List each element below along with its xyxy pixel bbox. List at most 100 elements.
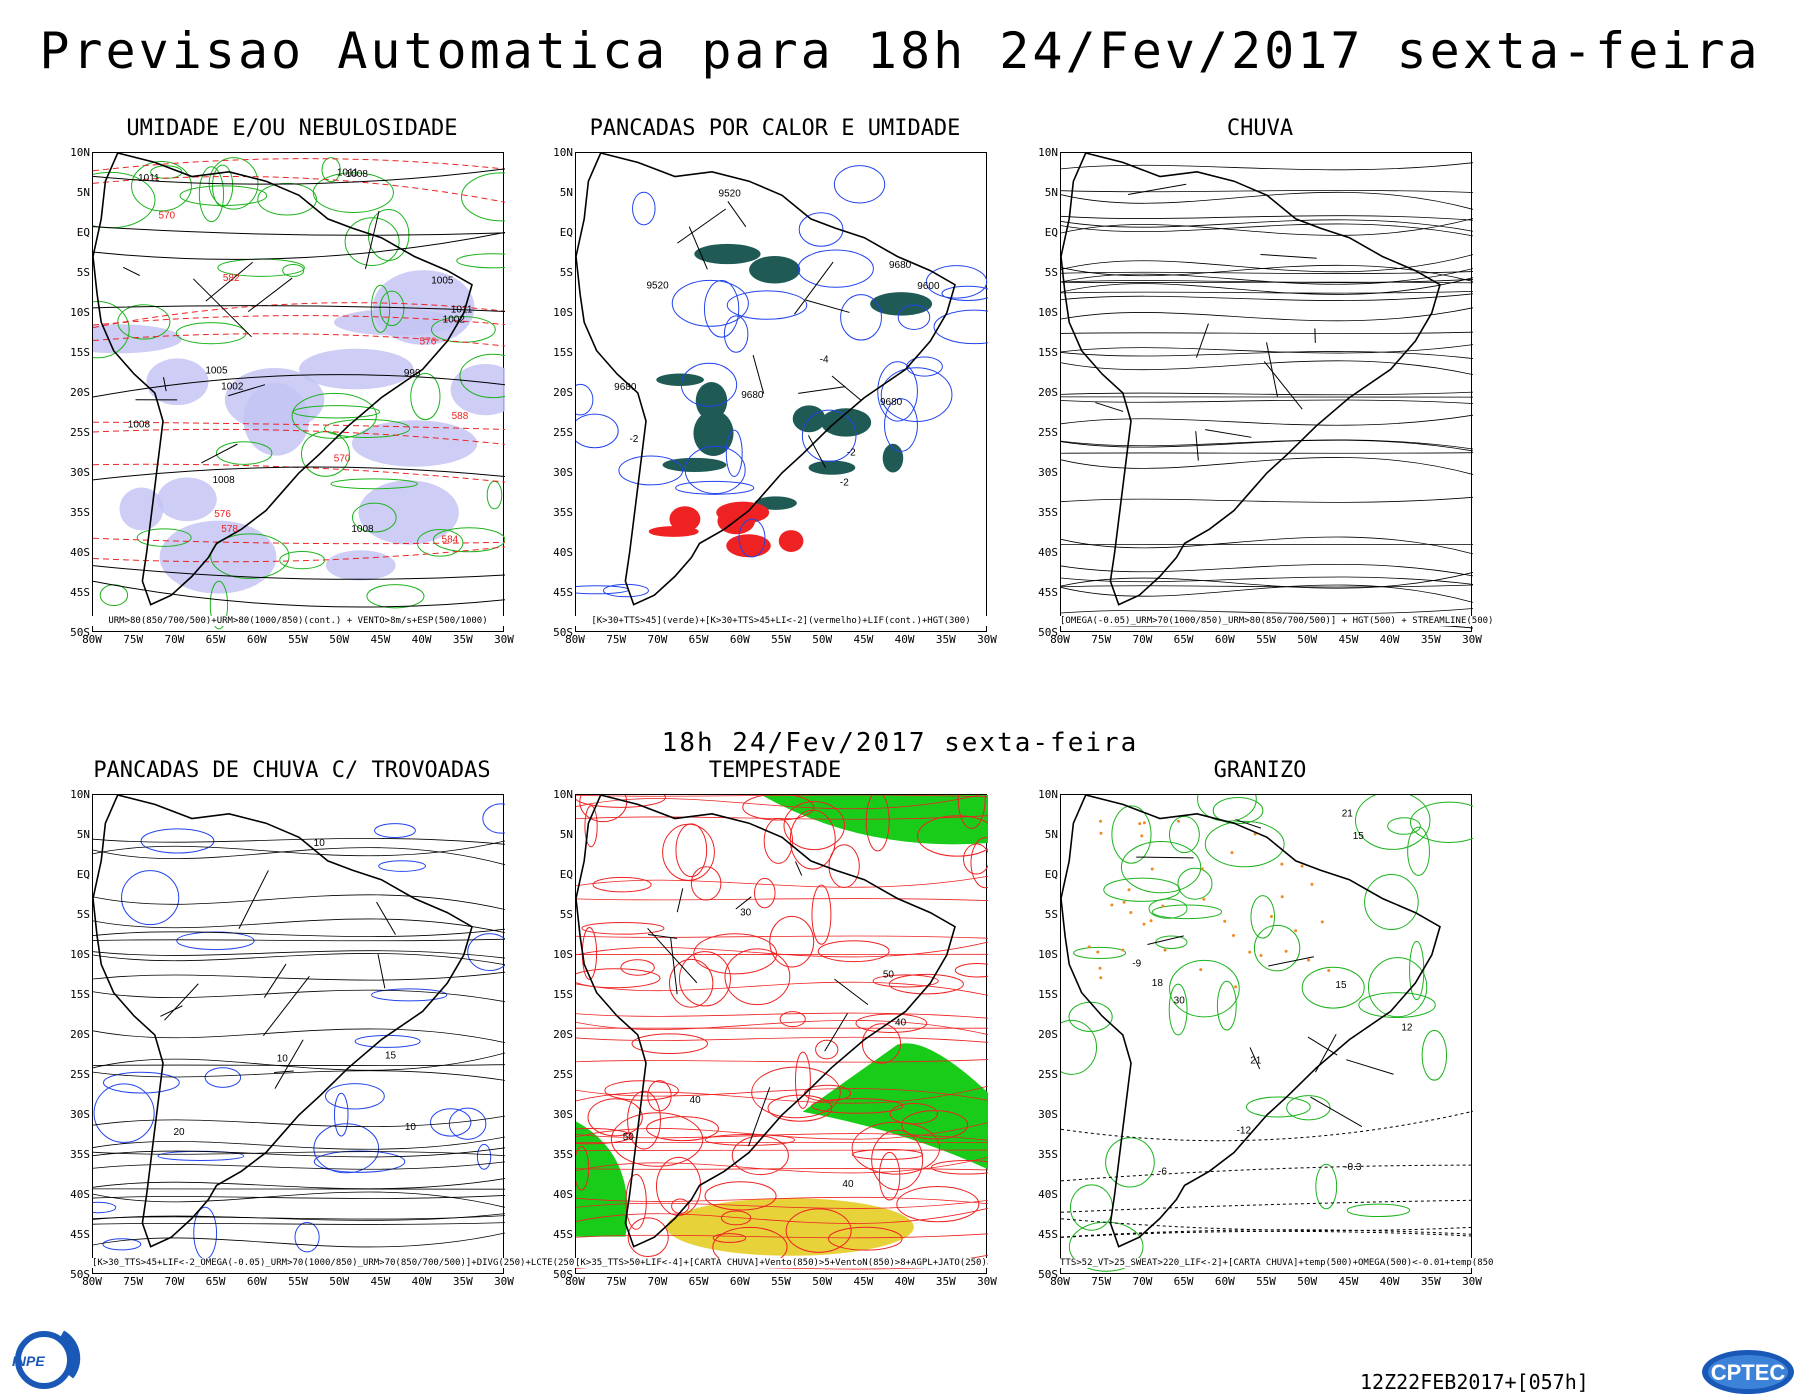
- panel-title: TEMPESTADE: [708, 758, 842, 783]
- contour-line: [872, 974, 939, 988]
- contour-line: [486, 480, 503, 510]
- contour-label: 40: [690, 1095, 702, 1106]
- lat-tick-label: 45S: [1038, 586, 1058, 599]
- contour-line: [627, 1090, 661, 1150]
- lon-tick-label: 55W: [771, 1275, 791, 1288]
- streamline: [576, 1233, 988, 1239]
- humidity-fill: [119, 487, 164, 531]
- contour-label: 30: [740, 908, 752, 919]
- streamline: [1061, 584, 1473, 603]
- hail-dot: [1140, 834, 1144, 838]
- hail-dot: [1096, 950, 1100, 954]
- hail-dot: [1280, 895, 1284, 899]
- lon-tick-label: 75W: [1091, 633, 1112, 646]
- contour-line: [581, 921, 665, 935]
- lon-tick-label: 80W: [565, 633, 585, 646]
- humidity-fill: [224, 368, 325, 432]
- hail-dot: [1232, 933, 1236, 937]
- lat-tick-label: EQ: [76, 226, 90, 239]
- lon-tick-label: 55W: [1256, 1275, 1276, 1288]
- map-frame: [1060, 152, 1473, 632]
- contour-line: [963, 843, 988, 875]
- convection-fill: [820, 408, 872, 437]
- contour-label: -2: [847, 447, 856, 458]
- contour-line: [703, 280, 740, 338]
- panel-legend: [K>30_TTS>45+LIF<-2_OMEGA(-0.05)_URM>70(…: [92, 1258, 580, 1268]
- country-border: [1147, 935, 1184, 945]
- hail-dot: [1087, 945, 1091, 949]
- country-border: [364, 210, 380, 270]
- streamline: [1061, 563, 1473, 577]
- lon-tick-label: 65W: [1173, 633, 1194, 646]
- lat-tick-label: 15S: [1038, 346, 1058, 359]
- thickness-contour: [93, 333, 505, 347]
- contour-label: 1011: [138, 173, 160, 184]
- streamline: [576, 1088, 988, 1101]
- streamline: [576, 1036, 988, 1043]
- mid-date-label: 18h 24/Fev/2017 sexta-feira: [661, 728, 1139, 758]
- country-border: [1235, 819, 1262, 829]
- contour-label: -6: [1158, 1167, 1167, 1178]
- contour-label: 1011: [337, 168, 359, 179]
- lat-tick-label: 5N: [76, 186, 90, 199]
- contour-line: [370, 284, 391, 333]
- contour-line: [333, 1092, 349, 1137]
- contour-line: [742, 795, 815, 821]
- contour-line: [693, 933, 778, 975]
- lon-tick-label: 70W: [647, 1275, 668, 1288]
- contour-line: [344, 217, 400, 266]
- contour-line: [627, 1217, 669, 1258]
- lat-tick-label: 20S: [1038, 1028, 1058, 1041]
- contour-line: [668, 958, 714, 1008]
- lat-tick-label: 5S: [559, 908, 573, 921]
- contour-label: 10: [314, 838, 326, 849]
- streamline: [1061, 190, 1473, 193]
- contour-line: [1421, 1029, 1448, 1081]
- contour-line: [576, 383, 594, 416]
- country-border: [160, 1005, 183, 1017]
- country-border: [1266, 342, 1278, 397]
- lat-tick-label: 25S: [1038, 426, 1058, 439]
- streamline: [576, 1122, 988, 1140]
- contour-label: 10: [277, 1053, 289, 1064]
- contour-line: [576, 1128, 633, 1145]
- contour-line: [767, 1094, 833, 1122]
- panel-title: PANCADAS POR CALOR E UMIDADE: [589, 116, 961, 141]
- contour-line: [763, 817, 794, 864]
- humidity-fill: [325, 550, 396, 581]
- map-layer: 1011100510081008100210051008101110089991…: [93, 153, 505, 630]
- contour-line: [175, 322, 247, 345]
- contour-line: [1177, 867, 1213, 900]
- contour-line: [871, 1129, 924, 1191]
- hail-dot: [1099, 976, 1103, 980]
- contour-line: [1155, 935, 1188, 949]
- lat-tick-label: 5S: [1044, 266, 1058, 279]
- contour-line: [798, 212, 844, 247]
- hail-dot: [1163, 948, 1167, 952]
- contour-label: 1002: [443, 315, 466, 326]
- streamline: [1061, 584, 1473, 588]
- streamline: [576, 795, 988, 798]
- lon-tick-label: 50W: [329, 1275, 350, 1288]
- country-border: [1195, 431, 1199, 461]
- contour-line: [1355, 795, 1431, 850]
- pressure-contour: [93, 580, 505, 608]
- lat-tick-label: EQ: [1044, 868, 1058, 881]
- lon-tick-label: 70W: [164, 1275, 185, 1288]
- contour-line: [1301, 966, 1365, 1009]
- contour-line: [680, 362, 738, 407]
- contour-label: 1002: [221, 381, 244, 392]
- instability-fill: [726, 534, 771, 558]
- contour-line: [794, 1051, 811, 1109]
- cptec-logo: CPTEC: [1702, 1350, 1794, 1394]
- humidity-fill: [159, 520, 277, 594]
- contour-line: [684, 445, 746, 495]
- country-border: [247, 277, 293, 313]
- contour-line: [1204, 820, 1285, 868]
- streamline: [576, 1059, 988, 1063]
- contour-line: [448, 1107, 487, 1140]
- convection-fill: [870, 292, 933, 316]
- contour-line: [704, 1133, 796, 1146]
- contour-label: -0.3: [1344, 1162, 1362, 1173]
- contour-line: [323, 419, 411, 438]
